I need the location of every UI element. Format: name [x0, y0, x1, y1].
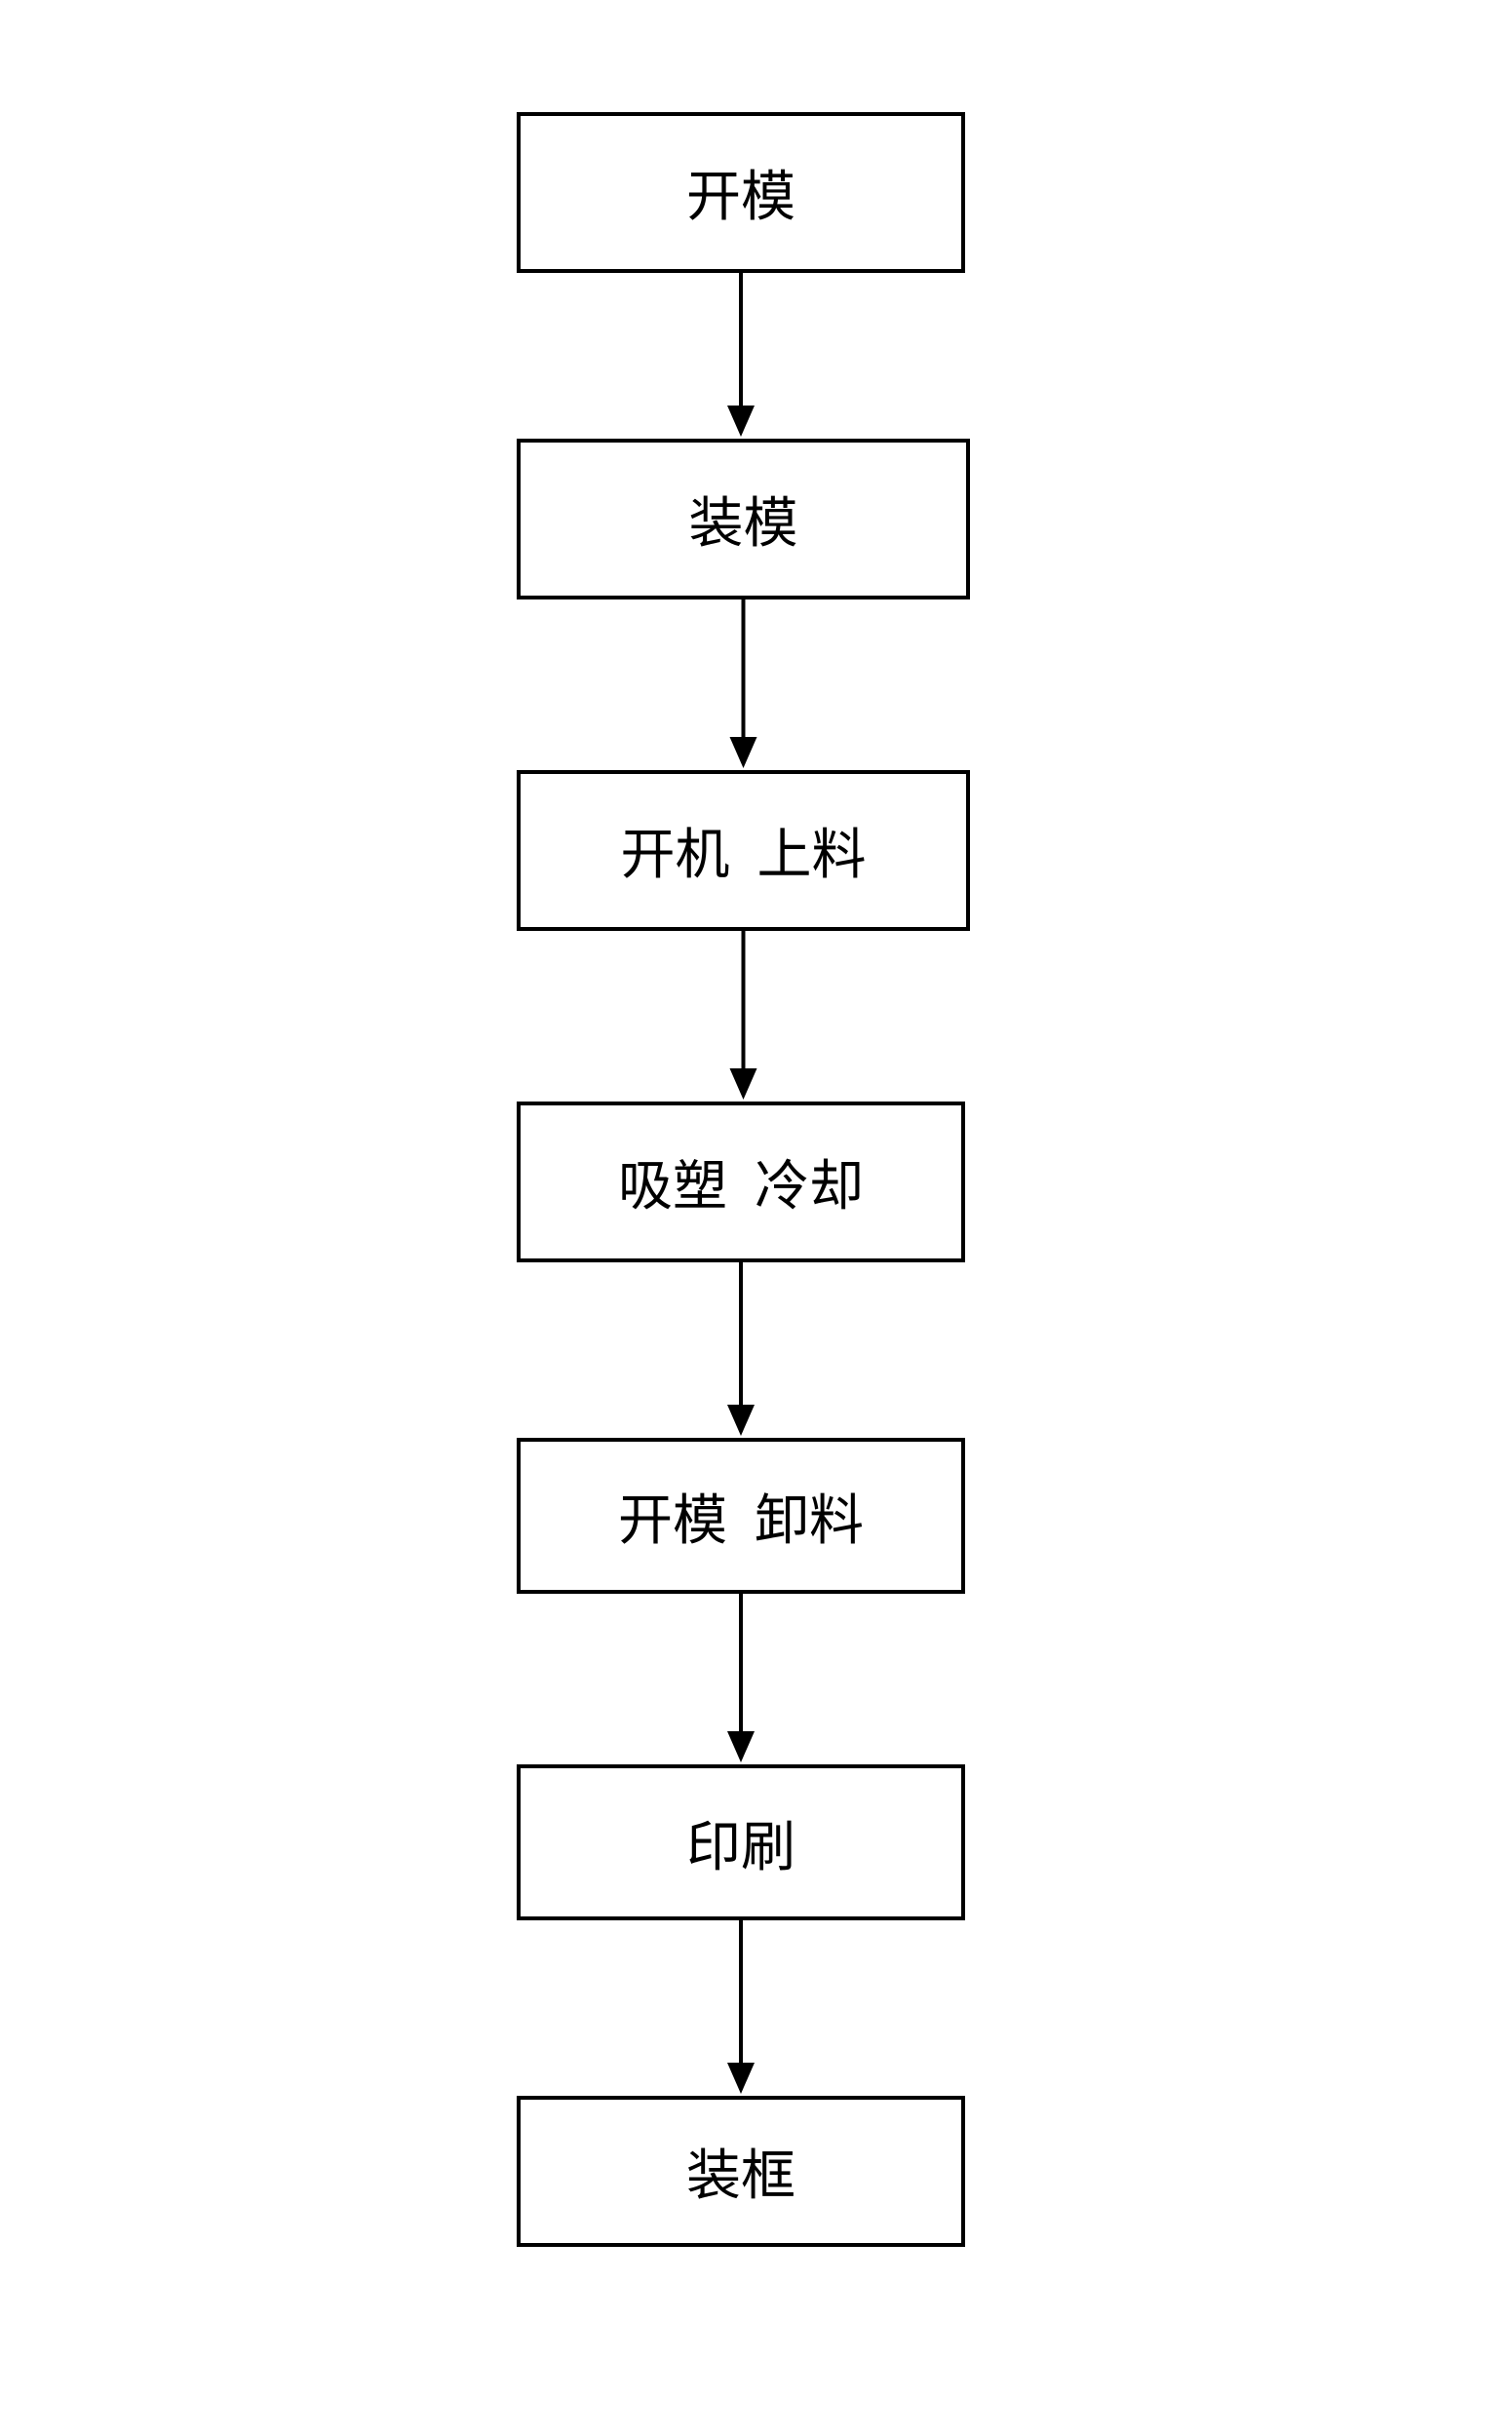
flowchart-node: 开机 上料 — [517, 770, 970, 931]
flowchart-arrowhead — [730, 1068, 757, 1100]
flowchart-node: 开模 — [517, 112, 965, 273]
flowchart-arrowhead — [727, 1731, 755, 1762]
flowchart-arrowhead — [727, 406, 755, 437]
flowchart-arrowhead — [727, 2063, 755, 2094]
flowchart-canvas: 开模装模开机 上料吸塑 冷却开模 卸料印刷装框 — [0, 0, 1512, 2436]
flowchart-node-label: 装框 — [686, 2132, 795, 2211]
flowchart-node: 装框 — [517, 2096, 965, 2247]
flowchart-node: 印刷 — [517, 1764, 965, 1920]
flowchart-node-label: 印刷 — [686, 1803, 795, 1882]
flowchart-node-label: 吸塑 冷却 — [618, 1142, 864, 1221]
flowchart-node-label: 开模 卸料 — [618, 1477, 864, 1556]
flowchart-node-label: 开模 — [686, 153, 795, 232]
flowchart-node-label: 装模 — [689, 480, 798, 559]
flowchart-arrowhead — [730, 737, 757, 768]
flowchart-node-label: 开机 上料 — [621, 811, 867, 890]
flowchart-node: 吸塑 冷却 — [517, 1102, 965, 1262]
flowchart-node: 装模 — [517, 439, 970, 599]
flowchart-node: 开模 卸料 — [517, 1438, 965, 1594]
flowchart-arrowhead — [727, 1405, 755, 1436]
